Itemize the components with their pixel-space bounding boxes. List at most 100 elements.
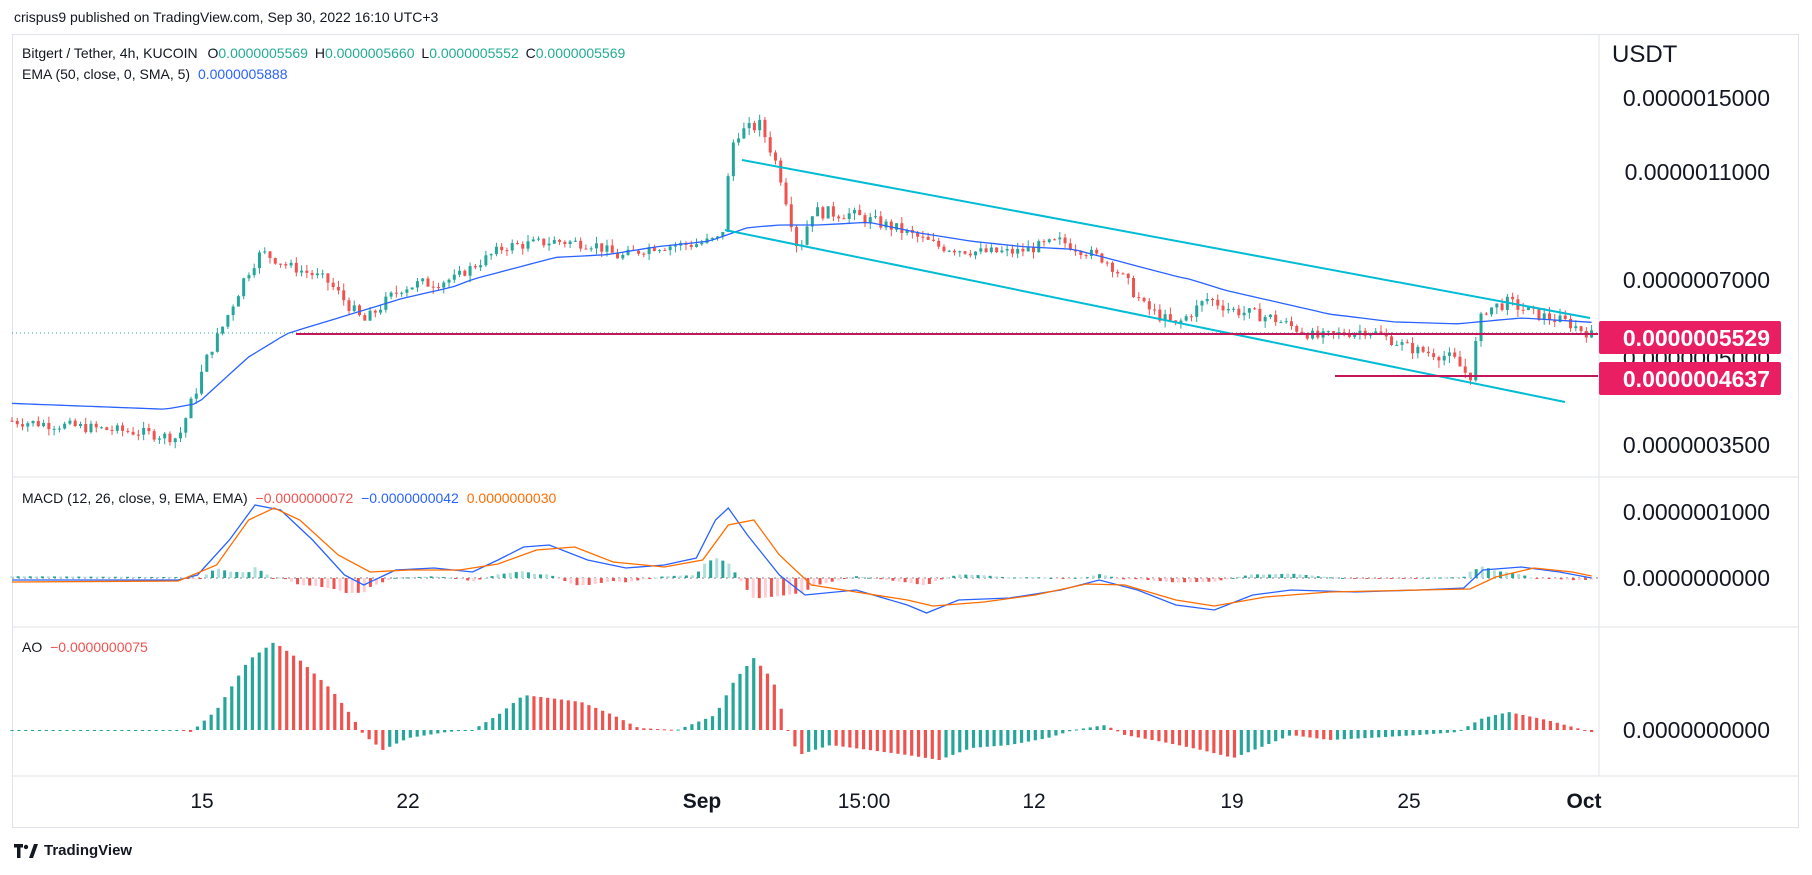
candle-body bbox=[94, 423, 98, 428]
ao-bar bbox=[1363, 730, 1367, 739]
ao-bar bbox=[230, 686, 234, 730]
candle-body bbox=[773, 152, 777, 161]
symbol-title[interactable]: Bitgert / Tether, 4h, KUCOIN bbox=[22, 45, 198, 61]
ao-bar bbox=[340, 702, 344, 730]
ao-bar bbox=[717, 707, 721, 730]
ao-bar bbox=[1493, 715, 1498, 730]
candle-body bbox=[742, 128, 746, 139]
ema-label[interactable]: EMA (50, close, 0, SMA, 5) bbox=[22, 66, 191, 82]
candle-body bbox=[710, 237, 714, 239]
candle-body bbox=[1253, 308, 1257, 310]
candle-body bbox=[521, 243, 525, 249]
candle-body bbox=[1126, 273, 1130, 279]
macd-histogram-bar bbox=[235, 571, 239, 578]
ao-bar bbox=[1068, 730, 1072, 732]
macd-histogram-bar bbox=[1590, 578, 1594, 580]
macd-histogram-bar bbox=[1122, 578, 1126, 580]
macd-histogram-bar bbox=[1389, 578, 1393, 579]
macd-histogram-bar bbox=[1395, 578, 1399, 579]
candle-body bbox=[1521, 309, 1525, 311]
ao-bar bbox=[882, 730, 886, 752]
channel-upper-line bbox=[741, 159, 1591, 319]
macd-histogram-bar bbox=[1286, 573, 1290, 578]
macd-histogram-bar bbox=[1189, 578, 1193, 583]
candle-body bbox=[1390, 336, 1394, 346]
macd-histogram-bar bbox=[891, 578, 895, 581]
macd-histogram-bar bbox=[1079, 577, 1083, 579]
candle-body bbox=[1105, 262, 1109, 264]
macd-histogram-bar bbox=[581, 578, 585, 586]
macd-histogram-bar bbox=[210, 570, 214, 578]
macd-histogram-bar bbox=[1328, 577, 1332, 579]
candle-body bbox=[852, 209, 856, 214]
tradingview-footer[interactable]: TradingView bbox=[14, 842, 132, 859]
candle-body bbox=[1447, 352, 1451, 356]
candle-body bbox=[779, 160, 783, 183]
macd-histogram-bar bbox=[1505, 572, 1509, 578]
macd-histogram-bar bbox=[253, 567, 257, 578]
macd-histogram-bar bbox=[1110, 576, 1114, 578]
candle-body bbox=[415, 281, 419, 288]
ema-legend: EMA (50, close, 0, SMA, 5) 0.0000005888 bbox=[22, 66, 288, 82]
ao-bar bbox=[1150, 730, 1154, 740]
macd-histogram-bar bbox=[156, 576, 160, 578]
ao-bar bbox=[1267, 730, 1271, 745]
x-tick-label: Sep bbox=[683, 790, 722, 813]
candle-body bbox=[1042, 241, 1046, 243]
ao-bar bbox=[621, 720, 625, 730]
candle-body bbox=[268, 251, 272, 259]
macd-histogram-bar bbox=[338, 578, 342, 591]
macd-histogram-bar bbox=[514, 572, 518, 578]
candle-body bbox=[1184, 316, 1188, 321]
ao-bar bbox=[971, 730, 976, 748]
ao-bar bbox=[1555, 722, 1559, 730]
macd-histogram-bar bbox=[551, 575, 555, 578]
candle-body bbox=[494, 246, 498, 255]
macd-histogram-bar bbox=[842, 578, 846, 579]
candle-body bbox=[1247, 308, 1251, 313]
macd-histogram-bar bbox=[1584, 578, 1588, 580]
macd-histogram-bar bbox=[326, 578, 330, 589]
macd-histogram-bar bbox=[1262, 574, 1266, 578]
candle-body bbox=[168, 433, 172, 443]
macd-label[interactable]: MACD (12, 26, close, 9, EMA, EMA) bbox=[22, 490, 248, 506]
macd-histogram-bar bbox=[1000, 576, 1004, 578]
macd-histogram-bar bbox=[344, 578, 348, 593]
macd-line bbox=[12, 504, 1592, 614]
ao-bar bbox=[1335, 730, 1340, 740]
candle-body bbox=[1031, 246, 1035, 253]
candle-body bbox=[226, 315, 230, 327]
ao-bar bbox=[1074, 729, 1079, 731]
macd-histogram-bar bbox=[739, 578, 743, 582]
macd-histogram-bar bbox=[83, 576, 87, 578]
ao-bar bbox=[848, 730, 852, 748]
ao-label[interactable]: AO bbox=[22, 639, 43, 655]
candle-body bbox=[110, 429, 114, 431]
macd-histogram-bar bbox=[466, 578, 470, 581]
macd-histogram-bar bbox=[648, 578, 652, 579]
candle-body bbox=[1289, 321, 1293, 327]
macd-histogram-bar bbox=[885, 578, 889, 580]
ao-bar bbox=[498, 713, 502, 730]
macd-histogram-bar bbox=[1183, 578, 1187, 583]
candle-body bbox=[1000, 250, 1004, 253]
macd-histogram-bar bbox=[1383, 578, 1387, 579]
ao-bar bbox=[1061, 730, 1065, 734]
ao-bar bbox=[655, 728, 660, 730]
candle-body bbox=[1063, 237, 1067, 244]
candle-body bbox=[1205, 299, 1209, 302]
candle-body bbox=[563, 241, 567, 245]
candle-body bbox=[637, 250, 641, 254]
macd-histogram-bar bbox=[1565, 578, 1569, 580]
ao-bar bbox=[1548, 720, 1552, 730]
ao-bar bbox=[683, 726, 687, 730]
macd-histogram-bar bbox=[757, 578, 761, 599]
candle-body bbox=[326, 273, 330, 283]
candle-body bbox=[937, 240, 941, 247]
candle-body bbox=[1295, 326, 1299, 332]
candle-body bbox=[726, 176, 730, 232]
macd-histogram-bar bbox=[897, 578, 901, 582]
macd-histogram-bar bbox=[1280, 573, 1284, 578]
candle-body bbox=[658, 250, 662, 252]
